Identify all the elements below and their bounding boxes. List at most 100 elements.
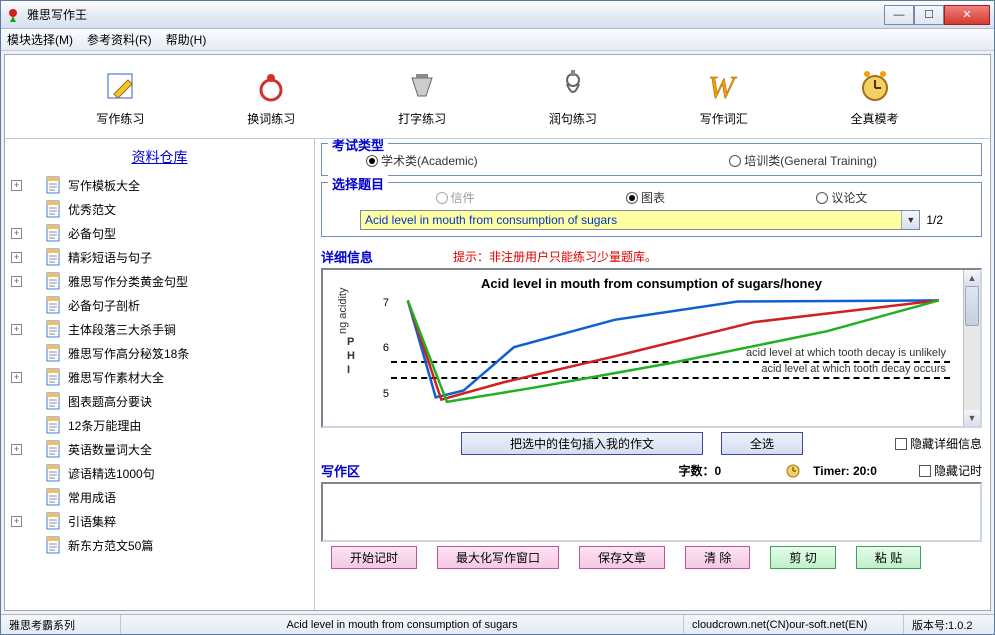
tree-item[interactable]: + 必备句型 xyxy=(7,221,312,245)
toolbar-mock[interactable]: 全真模考 xyxy=(851,66,899,127)
doc-icon xyxy=(44,343,64,363)
topic-dropdown-value: Acid level in mouth from consumption of … xyxy=(365,213,617,227)
tree-item[interactable]: 常用成语 xyxy=(7,485,312,509)
expand-icon[interactable]: + xyxy=(11,276,22,287)
exam-type-legend: 考试类型 xyxy=(328,139,388,154)
chart-area: ng acidity PHI 765acid level at which to… xyxy=(391,297,950,411)
scroll-down-icon[interactable]: ▼ xyxy=(964,410,980,426)
scrollbar-vertical[interactable]: ▲ ▼ xyxy=(963,270,980,426)
doc-icon xyxy=(44,511,64,531)
expand-icon[interactable]: + xyxy=(11,372,22,383)
doc-icon xyxy=(44,487,64,507)
select-all-button[interactable]: 全选 xyxy=(721,432,803,455)
detail-title: 详细信息 xyxy=(321,247,373,266)
insert-sentence-button[interactable]: 把选中的佳句插入我的作文 xyxy=(461,432,703,455)
hide-detail-checkbox[interactable]: 隐藏详细信息 xyxy=(895,435,982,452)
wordcount-value: 0 xyxy=(714,464,721,478)
scroll-thumb[interactable] xyxy=(965,286,979,326)
toolbar-vocab[interactable]: W写作词汇 xyxy=(700,66,748,127)
y-axis-label: ng acidity xyxy=(337,288,349,334)
toolbar-label: 写作练习 xyxy=(96,110,144,127)
tree-label: 12条万能理由 xyxy=(68,417,141,434)
status-left: 雅思考霸系列 xyxy=(1,615,121,634)
scroll-up-icon[interactable]: ▲ xyxy=(964,270,980,286)
expand-icon[interactable]: + xyxy=(11,228,22,239)
menu-help[interactable]: 帮助(H) xyxy=(166,31,207,48)
paste-button[interactable]: 粘 贴 xyxy=(856,546,921,569)
expand-icon[interactable]: + xyxy=(11,180,22,191)
tree-item[interactable]: +精彩短语与句子 xyxy=(7,245,312,269)
toolbar-changeword[interactable]: 换词练习 xyxy=(247,66,295,127)
close-button[interactable]: ✕ xyxy=(944,5,990,25)
tree-label: 必备句型 xyxy=(68,225,116,242)
tree-item[interactable]: +雅思写作分类黄金句型 xyxy=(7,269,312,293)
y-tick: 5 xyxy=(383,388,389,400)
tree-item[interactable]: 谚语精选1000句 xyxy=(7,461,312,485)
clear-button[interactable]: 清 除 xyxy=(685,546,750,569)
window-controls: — ☐ ✕ xyxy=(884,5,990,25)
minimize-button[interactable]: — xyxy=(884,5,914,25)
chart-title: Acid level in mouth from consumption of … xyxy=(323,270,980,297)
hide-timer-checkbox[interactable]: 隐藏记时 xyxy=(919,462,982,479)
wordcount-label: 字数： xyxy=(678,464,714,478)
maximize-button[interactable]: ☐ xyxy=(914,5,944,25)
tree-label: 写作模板大全 xyxy=(68,177,140,194)
radio-academic[interactable]: 学术类(Academic) xyxy=(366,152,478,169)
expand-icon[interactable]: + xyxy=(11,516,22,527)
chevron-down-icon: ▼ xyxy=(901,211,919,229)
toolbar-writing[interactable]: 写作练习 xyxy=(96,66,144,127)
toolbar-label: 写作词汇 xyxy=(700,110,748,127)
tree-item[interactable]: 12条万能理由 xyxy=(7,413,312,437)
cut-button[interactable]: 剪 切 xyxy=(770,546,835,569)
menu-reference[interactable]: 参考资料(R) xyxy=(87,31,152,48)
tree-item[interactable]: 图表题高分要诀 xyxy=(7,389,312,413)
menu-module[interactable]: 模块选择(M) xyxy=(7,31,73,48)
radio-general[interactable]: 培训类(General Training) xyxy=(729,152,877,169)
clock-icon xyxy=(785,463,801,479)
radio-chart[interactable]: 图表 xyxy=(626,189,665,206)
write-textarea[interactable] xyxy=(321,482,982,542)
doc-icon xyxy=(44,535,64,555)
doc-icon xyxy=(44,295,64,315)
doc-icon xyxy=(44,271,64,291)
tree-item[interactable]: 新东方范文50篇 xyxy=(7,533,312,557)
ph-label: PHI xyxy=(347,335,355,377)
tree-item[interactable]: +英语数量词大全 xyxy=(7,437,312,461)
right-panel: 考试类型 学术类(Academic) 培训类(General Training)… xyxy=(315,139,990,610)
detail-button-row: 把选中的佳句插入我的作文 全选 隐藏详细信息 xyxy=(321,428,982,459)
typing-icon xyxy=(402,66,442,106)
doc-icon xyxy=(44,175,64,195)
tree-item[interactable]: + 引语集粹 xyxy=(7,509,312,533)
polish-icon xyxy=(553,66,593,106)
resource-tree: + 写作模板大全优秀范文 + 必备句型 +精彩短语与句子+雅思写作分类黄金句型必备句子剖… xyxy=(7,173,312,557)
mock-icon xyxy=(855,66,895,106)
tree-item[interactable]: + 写作模板大全 xyxy=(7,173,312,197)
tree-item[interactable]: 必备句子剖析 xyxy=(7,293,312,317)
expand-icon[interactable]: + xyxy=(11,324,22,335)
toolbar-label: 换词练习 xyxy=(247,110,295,127)
doc-icon xyxy=(44,439,64,459)
tree-item[interactable]: 雅思写作高分秘笈18条 xyxy=(7,341,312,365)
menubar: 模块选择(M) 参考资料(R) 帮助(H) xyxy=(1,29,994,51)
tree-label: 引语集粹 xyxy=(68,513,116,530)
tree-item[interactable]: +雅思写作素材大全 xyxy=(7,365,312,389)
maximize-write-button[interactable]: 最大化写作窗口 xyxy=(437,546,559,569)
doc-icon xyxy=(44,247,64,267)
expand-icon[interactable]: + xyxy=(11,252,22,263)
tree-label: 优秀范文 xyxy=(68,201,116,218)
tree-item[interactable]: 优秀范文 xyxy=(7,197,312,221)
detail-box: Acid level in mouth from consumption of … xyxy=(321,268,982,428)
save-button[interactable]: 保存文章 xyxy=(579,546,665,569)
tree-item[interactable]: +主体段落三大杀手锏 xyxy=(7,317,312,341)
expand-icon[interactable]: + xyxy=(11,444,22,455)
topic-dropdown[interactable]: Acid level in mouth from consumption of … xyxy=(360,210,920,230)
tree-label: 新东方范文50篇 xyxy=(68,537,153,554)
toolbar-typing[interactable]: 打字练习 xyxy=(398,66,446,127)
toolbar-label: 润句练习 xyxy=(549,110,597,127)
tree-label: 必备句子剖析 xyxy=(68,297,140,314)
toolbar: 写作练习 换词练习 打字练习润句练习 W写作词汇 全真模考 xyxy=(5,55,990,139)
toolbar-polish[interactable]: 润句练习 xyxy=(549,66,597,127)
radio-letter: 信件 xyxy=(436,189,475,206)
radio-essay[interactable]: 议论文 xyxy=(816,189,867,206)
start-timer-button[interactable]: 开始记时 xyxy=(331,546,417,569)
